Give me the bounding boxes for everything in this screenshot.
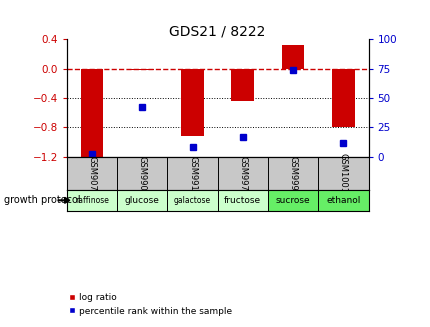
Text: GSM997: GSM997 [238, 156, 247, 191]
Text: GSM1001: GSM1001 [338, 153, 347, 193]
Text: galactose: galactose [174, 196, 211, 205]
Text: GSM907: GSM907 [87, 156, 96, 191]
Text: GSM999: GSM999 [288, 156, 297, 191]
Text: growth protocol: growth protocol [4, 195, 81, 205]
Bar [131, 69, 153, 70]
Bar [117, 190, 167, 211]
Bar [317, 190, 368, 211]
Bar [181, 69, 203, 135]
Text: sucrose: sucrose [275, 196, 310, 205]
Bar [167, 190, 217, 211]
Text: ethanol: ethanol [326, 196, 360, 205]
Title: GDS21 / 8222: GDS21 / 8222 [169, 24, 265, 38]
Bar [217, 190, 267, 211]
Bar [80, 69, 103, 158]
Legend: log ratio, percentile rank within the sample: log ratio, percentile rank within the sa… [64, 289, 236, 319]
Text: GSM991: GSM991 [187, 156, 197, 191]
Text: glucose: glucose [125, 196, 159, 205]
Bar [67, 190, 117, 211]
Bar [281, 45, 304, 69]
Bar [267, 190, 317, 211]
Bar [331, 69, 354, 128]
Text: fructose: fructose [224, 196, 261, 205]
Text: GSM990: GSM990 [138, 156, 146, 191]
Text: raffinose: raffinose [75, 196, 109, 205]
Bar [231, 69, 254, 101]
